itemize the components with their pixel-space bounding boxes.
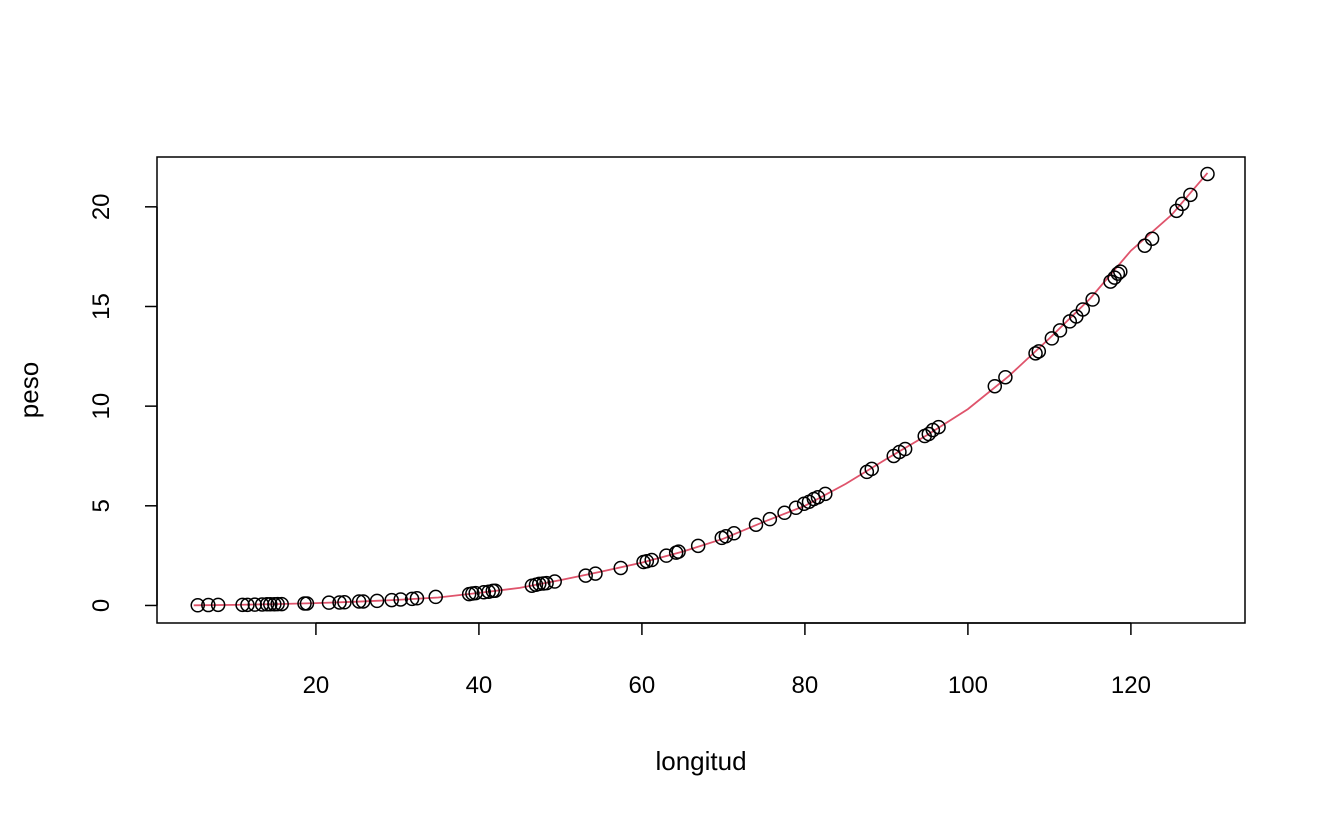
data-point <box>748 517 764 532</box>
plot-frame <box>156 156 1246 624</box>
data-point <box>428 589 443 605</box>
data-point <box>299 596 315 611</box>
data-point <box>393 592 408 607</box>
data-point <box>644 552 659 568</box>
data-point <box>726 526 742 541</box>
data-point <box>1110 266 1126 281</box>
data-point <box>487 583 503 598</box>
data-point <box>718 529 734 544</box>
y-axis-title: peso <box>14 362 44 418</box>
data-point <box>404 591 420 607</box>
data-point <box>1103 274 1118 289</box>
x-tick-label: 20 <box>303 672 330 699</box>
data-point <box>931 419 946 435</box>
data-point <box>1174 196 1190 212</box>
data-point <box>810 489 826 505</box>
data-point <box>921 426 937 442</box>
data-point <box>547 574 562 589</box>
data-point <box>355 594 371 609</box>
data-point <box>476 585 492 600</box>
data-point <box>613 560 628 576</box>
data-point <box>588 566 603 581</box>
fitted-curve <box>193 172 1209 607</box>
data-point <box>1183 187 1198 203</box>
data-point <box>897 441 913 457</box>
y-tick-label: 0 <box>88 599 115 612</box>
data-point <box>274 596 289 612</box>
data-point <box>247 597 263 612</box>
data-point <box>369 593 385 609</box>
data-point <box>337 595 352 610</box>
data-point <box>578 568 593 583</box>
data-point <box>864 461 879 477</box>
data-point <box>332 595 347 610</box>
data-point <box>254 597 270 612</box>
data-point <box>1200 166 1215 182</box>
y-tick-label: 15 <box>88 293 115 320</box>
data-point <box>270 596 285 612</box>
data-point <box>384 592 399 608</box>
x-tick-label: 80 <box>792 672 819 699</box>
data-point <box>1028 346 1043 361</box>
axes: 20 40 60 80 100 120 0 5 10 15 20 <box>88 156 1246 699</box>
x-tick-label: 60 <box>629 672 656 699</box>
data-point <box>235 597 250 613</box>
data-point <box>1031 344 1047 359</box>
y-tick-label: 5 <box>88 499 115 512</box>
data-point <box>818 486 833 502</box>
x-tick-label: 100 <box>948 672 988 699</box>
data-point <box>351 594 367 609</box>
data-point <box>240 597 255 613</box>
data-point <box>409 591 425 606</box>
data-point <box>690 538 706 554</box>
data-point <box>539 575 554 591</box>
data-point <box>1085 292 1100 307</box>
data-point <box>762 511 778 527</box>
x-tick-label: 120 <box>1111 672 1151 699</box>
data-point <box>1044 331 1060 346</box>
data-point <box>1052 323 1068 338</box>
data-point <box>190 598 205 613</box>
x-axis-title: longitud <box>655 746 746 776</box>
data-point <box>321 595 337 610</box>
plot-area <box>190 166 1215 613</box>
x-tick-label: 40 <box>466 672 493 699</box>
data-point <box>1144 231 1160 246</box>
data-point <box>1137 238 1153 253</box>
data-point <box>1113 264 1128 279</box>
y-tick-label: 20 <box>88 193 115 220</box>
data-point <box>671 544 686 559</box>
data-point <box>263 597 278 612</box>
data-point <box>788 500 804 516</box>
data-point <box>259 597 275 612</box>
data-point <box>210 597 226 613</box>
data-point <box>998 369 1013 385</box>
y-tick-label: 10 <box>88 393 115 420</box>
data-point <box>987 378 1003 394</box>
data-point <box>1075 302 1091 317</box>
data-point <box>201 597 216 613</box>
data-point <box>531 576 547 592</box>
